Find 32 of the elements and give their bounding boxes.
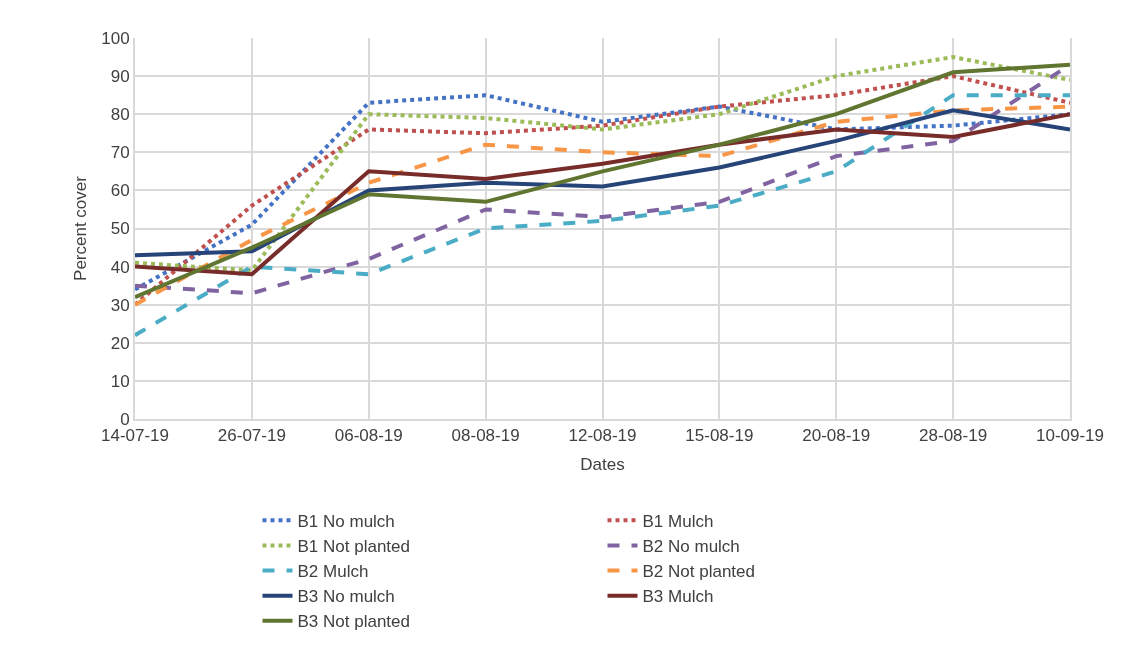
legend-label: B1 Mulch: [642, 512, 714, 531]
y-tick-label: 70: [110, 143, 130, 163]
legend-label: B2 Not planted: [642, 562, 755, 582]
x-tick-label: 08-08-19: [451, 426, 520, 446]
legend-label: B1 No mulch: [297, 512, 395, 531]
y-tick-label: 10: [110, 371, 130, 391]
y-axis-title: Percent cover: [71, 175, 91, 281]
y-tick-label: 50: [110, 219, 130, 239]
x-tick-label: 10-09-19: [1035, 426, 1105, 446]
line-series: [135, 93, 1070, 338]
y-tick-label: 0: [120, 409, 130, 429]
legend-label: B2 No mulch: [642, 537, 740, 557]
x-axis-title: Dates: [580, 455, 625, 475]
x-tick-label: 26-07-19: [217, 426, 286, 446]
y-tick-label: 60: [110, 181, 130, 201]
y-tick-label: 40: [110, 257, 130, 277]
y-tick-label: 100: [101, 28, 130, 48]
x-tick-label: 28-08-19: [919, 426, 988, 446]
legend-label: B1 Not planted: [297, 537, 410, 557]
y-tick-label: 20: [110, 333, 130, 353]
x-tick-label: 15-08-19: [685, 426, 754, 446]
legend-label: B3 Not planted: [297, 612, 410, 632]
legend-label: B3 No mulch: [297, 587, 395, 607]
legend-label: B3 Mulch: [642, 587, 714, 607]
x-tick-label: 06-08-19: [334, 426, 403, 446]
y-tick-label: 30: [110, 295, 130, 315]
legend-label: B2 Mulch: [297, 562, 369, 582]
x-tick-label: 12-08-19: [568, 426, 637, 446]
x-tick-label: 14-07-19: [100, 426, 170, 446]
y-tick-label: 90: [110, 67, 130, 87]
y-tick-label: 80: [110, 105, 130, 125]
x-tick-label: 20-08-19: [802, 426, 871, 446]
